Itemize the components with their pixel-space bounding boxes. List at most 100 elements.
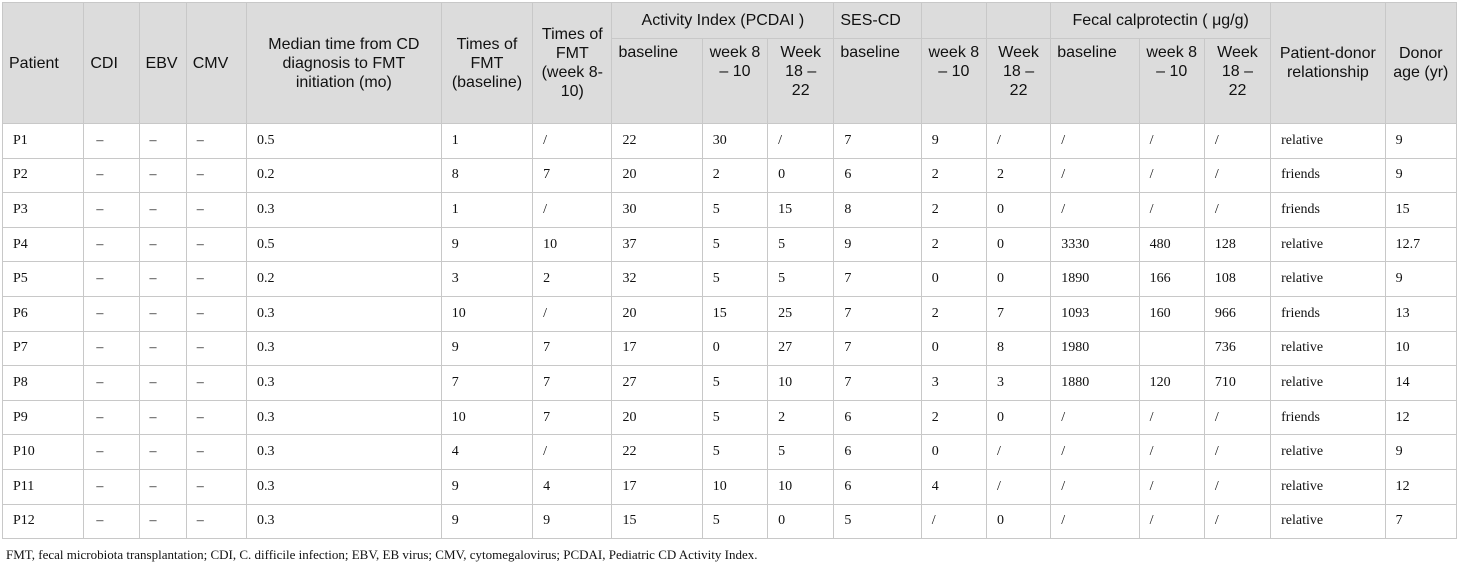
cell-relationship: friends — [1270, 192, 1386, 228]
cell-ses-week-8-10: 3 — [920, 365, 987, 401]
cell-patient: P1 — [1, 123, 85, 159]
cell-ses-baseline: 9 — [833, 226, 922, 263]
sub-header-activity-week-18-22: Week 18 – 22 — [767, 38, 835, 124]
cell-ses-week-8-10: 9 — [920, 123, 987, 159]
cell-donor-age: 13 — [1384, 295, 1458, 332]
cell-pcdai-baseline: 17 — [611, 468, 703, 505]
cell-pcdai-week-18-22: 25 — [767, 295, 835, 332]
cell-ses-week-18-22: 3 — [985, 365, 1052, 401]
cell-donor-age: 9 — [1384, 261, 1458, 297]
cell-fecal-baseline: 1093 — [1050, 295, 1140, 332]
cell-ses-week-8-10: 2 — [920, 226, 987, 263]
cell-fecal-week-8-10: / — [1138, 157, 1205, 194]
cell-ebv: – — [138, 123, 187, 159]
cell-patient: P8 — [1, 365, 85, 401]
col-header-ebv: EBV — [138, 2, 187, 124]
table-header: Patient CDI EBV CMV Median time from CD … — [1, 2, 1458, 124]
cell-fecal-week-18-22: 128 — [1203, 226, 1272, 263]
cell-times-week: 10 — [532, 226, 613, 263]
cell-ses-baseline: 7 — [833, 123, 922, 159]
cell-fecal-week-8-10 — [1138, 330, 1205, 367]
cell-fecal-week-8-10: / — [1138, 123, 1205, 159]
cell-pcdai-week-8-10: 5 — [701, 226, 769, 263]
table-row: P8– – –0.3 7 7 27 5 10 7 3 3 1880 120 710 relative 14 — [1, 365, 1458, 401]
cell-ebv: – — [138, 434, 187, 470]
cell-cmv: – — [185, 330, 247, 367]
cell-patient: P9 — [1, 399, 85, 436]
cell-fecal-week-8-10: 166 — [1138, 261, 1205, 297]
cell-fecal-baseline: 1980 — [1050, 330, 1140, 367]
cell-donor-age: 10 — [1384, 330, 1458, 367]
cell-fecal-week-8-10: / — [1138, 434, 1205, 470]
cell-pcdai-week-8-10: 5 — [701, 434, 769, 470]
cell-pcdai-baseline: 15 — [611, 503, 703, 540]
cell-ses-baseline: 6 — [833, 399, 922, 436]
cell-ebv: – — [138, 399, 187, 436]
cell-median-time: 0.3 — [245, 330, 442, 367]
cell-cdi: – — [83, 226, 140, 263]
cell-fecal-baseline: / — [1050, 434, 1140, 470]
cell-fecal-week-8-10: / — [1138, 468, 1205, 505]
cell-ses-baseline: 7 — [833, 365, 922, 401]
cell-donor-age: 7 — [1384, 503, 1458, 540]
cell-times-week: 9 — [532, 503, 613, 540]
cell-ebv: – — [138, 261, 187, 297]
cell-fecal-baseline: 3330 — [1050, 226, 1140, 263]
cell-pcdai-week-18-22: 0 — [767, 157, 835, 194]
cell-pcdai-week-8-10: 5 — [701, 365, 769, 401]
cell-donor-age: 9 — [1384, 123, 1458, 159]
cell-relationship: friends — [1270, 295, 1386, 332]
cell-median-time: 0.3 — [245, 365, 442, 401]
cell-donor-age: 12 — [1384, 468, 1458, 505]
cell-ses-week-8-10: 2 — [920, 295, 987, 332]
cell-pcdai-week-8-10: 15 — [701, 295, 769, 332]
cell-pcdai-baseline: 17 — [611, 330, 703, 367]
col-header-cdi: CDI — [83, 2, 140, 124]
table-row: P2– – –0.2 8 7 20 2 0 6 2 2// / friends 9 — [1, 157, 1458, 194]
cell-median-time: 0.3 — [245, 192, 442, 228]
cell-times-week: / — [532, 123, 613, 159]
cell-times-baseline: 10 — [440, 295, 534, 332]
col-header-donor-age: Donor age (yr) — [1384, 2, 1458, 124]
cell-relationship: relative — [1270, 468, 1386, 505]
cell-ebv: – — [138, 226, 187, 263]
cell-times-baseline: 3 — [440, 261, 534, 297]
cell-ses-baseline: 6 — [833, 434, 922, 470]
table-row: P9– – –0.3 10 7 20 5 2 6 2 0// / friends 12 — [1, 399, 1458, 436]
cell-fecal-week-8-10: / — [1138, 503, 1205, 540]
cell-times-week: / — [532, 295, 613, 332]
cell-ses-baseline: 5 — [833, 503, 922, 540]
cell-cmv: – — [185, 365, 247, 401]
cell-patient: P12 — [1, 503, 85, 540]
cell-times-baseline: 9 — [440, 226, 534, 263]
cell-ses-baseline: 6 — [833, 468, 922, 505]
cell-times-week: / — [532, 434, 613, 470]
cell-fecal-week-18-22: 736 — [1203, 330, 1272, 367]
sub-header-fecal-week-18-22: Week 18 – 22 — [1203, 38, 1272, 124]
cell-pcdai-baseline: 22 — [611, 434, 703, 470]
col-header-relationship: Patient-donor relationship — [1270, 2, 1386, 124]
cell-cmv: – — [185, 399, 247, 436]
sub-header-ses-week-8-10: week 8 – 10 — [920, 38, 987, 124]
cell-fecal-week-18-22: 108 — [1203, 261, 1272, 297]
cell-median-time: 0.3 — [245, 434, 442, 470]
cell-ebv: – — [138, 468, 187, 505]
table-row: P3– – –0.3 1/30 5 15 8 2 0// / friends 15 — [1, 192, 1458, 228]
cell-times-baseline: 1 — [440, 192, 534, 228]
cell-relationship: relative — [1270, 365, 1386, 401]
cell-pcdai-week-8-10: 10 — [701, 468, 769, 505]
cell-donor-age: 9 — [1384, 434, 1458, 470]
cell-pcdai-baseline: 20 — [611, 399, 703, 436]
cell-cdi: – — [83, 261, 140, 297]
cell-fecal-baseline: / — [1050, 123, 1140, 159]
cell-pcdai-week-18-22: / — [767, 123, 835, 159]
cell-cdi: – — [83, 503, 140, 540]
table-row: P5– – –0.2 3 2 32 5 5 7 0 0 1890 166 108 relative 9 — [1, 261, 1458, 297]
cell-times-week: 2 — [532, 261, 613, 297]
cell-pcdai-week-8-10: 2 — [701, 157, 769, 194]
cell-times-baseline: 9 — [440, 503, 534, 540]
cell-relationship: relative — [1270, 434, 1386, 470]
cell-times-week: 7 — [532, 330, 613, 367]
cell-ses-week-8-10: 0 — [920, 330, 987, 367]
cell-cmv: – — [185, 295, 247, 332]
